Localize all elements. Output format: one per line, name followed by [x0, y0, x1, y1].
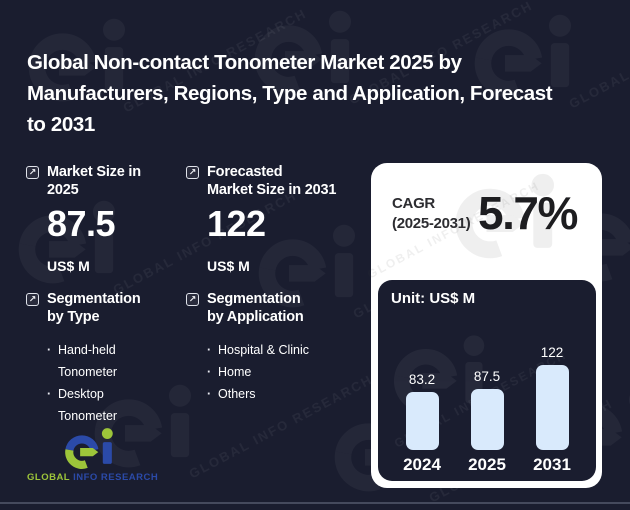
- bar-value-label: 83.2: [408, 372, 436, 387]
- segmentation-title-line: Segmentation: [207, 291, 301, 307]
- cagr-value: 5.7%: [478, 187, 578, 239]
- brand-word-info-research: INFO RESEARCH: [73, 472, 159, 483]
- arrow-up-right-icon: ↗: [26, 166, 39, 179]
- bar-category-label: 2031: [533, 455, 571, 474]
- bar-value-label: 122: [540, 345, 564, 360]
- arrow-up-right-icon: ↗: [26, 293, 39, 306]
- chart-unit-label: Unit: US$ M: [391, 290, 476, 307]
- stat-label: Market Size in 2025: [47, 164, 141, 199]
- segment-item: Hand-held Tonometer: [47, 339, 135, 383]
- segmentation-header: ↗ Segmentation by Application: [186, 291, 371, 326]
- summary-panel: GLOBAL INFO RESEARCH CAGR (2025-2031) 5.…: [365, 163, 602, 488]
- segmentation-by-application: ↗ Segmentation by Application Hospital &…: [186, 291, 371, 405]
- stat-header: ↗ Forecasted Market Size in 2031: [186, 164, 361, 199]
- segment-item: Desktop Tonometer: [47, 383, 135, 427]
- bar: [405, 392, 439, 450]
- segmentation-title: Segmentation by Type: [47, 291, 141, 326]
- arrow-up-right-icon: ↗: [186, 293, 199, 306]
- segmentation-title: Segmentation by Application: [207, 291, 304, 326]
- segment-list: Hand-held Tonometer Desktop Tonometer: [47, 339, 135, 427]
- title-line: Global Non-contact Tonometer Market 2025…: [27, 51, 462, 74]
- stat-label-line: Market Size in: [47, 164, 141, 180]
- brand-word-global: GLOBAL: [27, 472, 70, 483]
- segmentation-title-line: Segmentation: [47, 291, 141, 307]
- cagr-block: CAGR (2025-2031) 5.7%: [371, 163, 602, 239]
- cagr-period: (2025-2031): [392, 215, 471, 232]
- bar-group: 83.2 2024: [390, 372, 454, 475]
- bar: [535, 365, 569, 450]
- stat-unit: US$ M: [207, 258, 250, 274]
- title-line: to 2031: [27, 113, 95, 136]
- stat-forecast-size-2031: ↗ Forecasted Market Size in 2031 122 US$…: [186, 164, 361, 274]
- segmentation-title-line: by Application: [207, 308, 304, 325]
- bar-chart-bars: 83.2 2024 87.5 2025 122 2031: [390, 345, 584, 475]
- stat-value: 122: [207, 203, 266, 244]
- bar-group: 122 2031: [520, 345, 584, 475]
- bar-value-label: 87.5: [473, 369, 501, 384]
- bar-group: 87.5 2025: [455, 369, 519, 475]
- stat-value: 87.5: [47, 203, 116, 244]
- stat-label-line: Forecasted: [207, 164, 283, 180]
- cagr-label: CAGR: [392, 195, 435, 212]
- stat-header: ↗ Market Size in 2025: [26, 164, 178, 199]
- stat-label: Forecasted Market Size in 2031: [207, 164, 336, 199]
- bottom-divider: [0, 502, 630, 504]
- stat-label-line: Market Size in 2031: [207, 181, 337, 198]
- bar: [470, 389, 504, 450]
- stat-market-size-2025: ↗ Market Size in 2025 87.5 US$ M: [26, 164, 178, 274]
- segment-list: Hospital & Clinic Home Others: [207, 339, 352, 405]
- brand-name: GLOBAL INFO RESEARCH: [27, 472, 159, 483]
- brand-logo: GLOBAL INFO RESEARCH: [27, 426, 159, 483]
- cagr-labels: CAGR (2025-2031): [392, 194, 474, 234]
- bar-category-label: 2024: [403, 455, 441, 474]
- bar-category-label: 2025: [468, 455, 506, 474]
- gir-logo-icon: [65, 428, 113, 469]
- arrow-up-right-icon: ↗: [186, 166, 199, 179]
- page-title: Global Non-contact Tonometer Market 2025…: [27, 47, 621, 140]
- segmentation-header: ↗ Segmentation by Type: [26, 291, 178, 326]
- segmentation-title-line: by Type: [47, 308, 100, 325]
- segment-item: Hospital & Clinic: [207, 339, 352, 361]
- stat-label-line: 2025: [47, 181, 79, 198]
- bar-chart: GLOBAL INFO RESEARCH Unit: US$ M 83.2202…: [378, 280, 596, 481]
- segmentation-by-type: ↗ Segmentation by Type Hand-held Tonomet…: [26, 291, 178, 427]
- segment-item: Home: [207, 361, 352, 383]
- title-line: Manufacturers, Regions, Type and Applica…: [27, 82, 553, 105]
- stat-unit: US$ M: [47, 258, 90, 274]
- segment-item: Others: [207, 383, 352, 405]
